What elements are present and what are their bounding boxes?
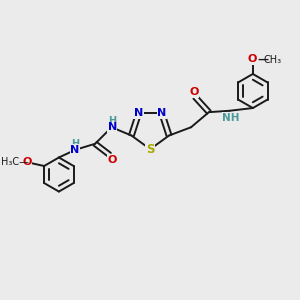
Text: O: O <box>189 87 199 97</box>
Text: H: H <box>108 116 116 126</box>
Text: H₃C—: H₃C— <box>1 158 29 167</box>
Text: S: S <box>146 143 154 156</box>
Text: CH₃: CH₃ <box>264 55 282 65</box>
Text: N: N <box>70 145 80 155</box>
Text: N: N <box>108 122 117 132</box>
Text: N: N <box>134 108 143 118</box>
Text: O: O <box>22 157 32 167</box>
Text: NH: NH <box>222 112 240 123</box>
Text: O: O <box>248 54 257 64</box>
Text: N: N <box>157 108 167 118</box>
Text: O: O <box>107 155 117 165</box>
Text: H: H <box>71 139 79 149</box>
Text: —: — <box>258 55 269 65</box>
